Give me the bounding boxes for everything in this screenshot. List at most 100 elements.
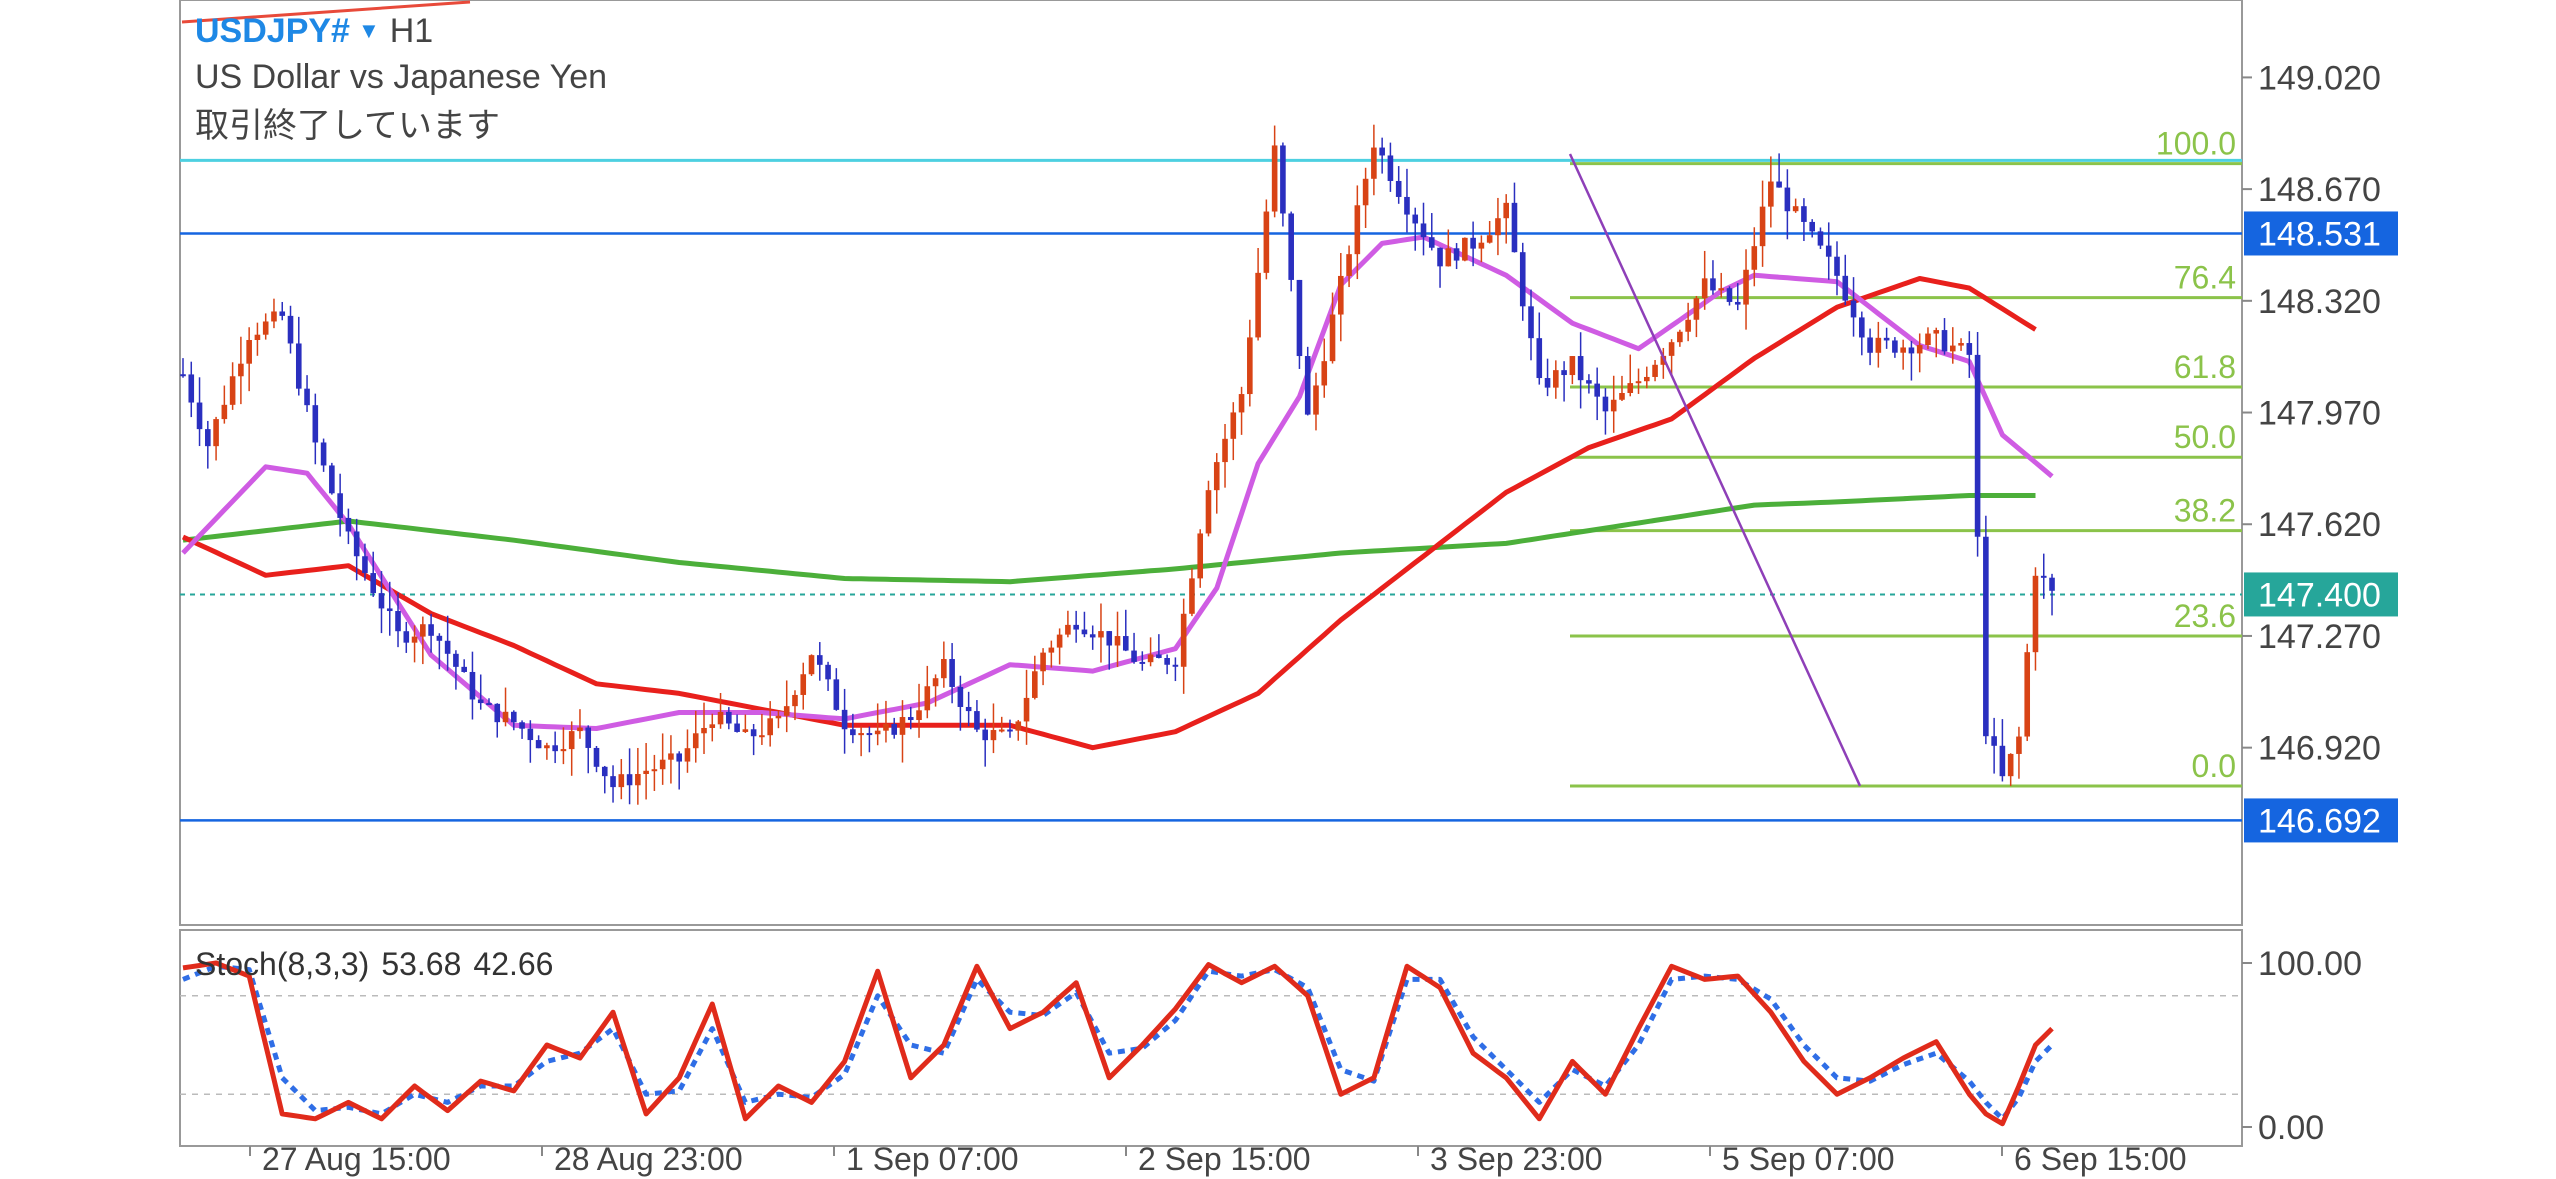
candle-body	[1056, 634, 1063, 648]
candle-body	[907, 717, 914, 721]
candle-body	[1495, 218, 1501, 236]
candle-body	[1792, 206, 1799, 212]
candle-body	[618, 774, 625, 788]
candle-body	[1925, 333, 1931, 346]
stochastic-lines	[182, 960, 2054, 1127]
candle-body	[1850, 300, 1857, 318]
candle-body	[1635, 381, 1642, 384]
stoch-name: Stoch(8,3,3)	[195, 946, 370, 982]
price-tag-upper_level	[2244, 211, 2398, 256]
candle-body	[1503, 202, 1509, 219]
fib-label-0.0: 0.0	[2192, 748, 2236, 784]
candle-body	[1941, 330, 1948, 352]
stoch-signal-value: 42.66	[473, 946, 554, 982]
trend-line[interactable]	[1568, 153, 1862, 787]
candle-body	[775, 715, 782, 719]
candle-body	[1131, 650, 1137, 662]
candle-body	[932, 678, 939, 687]
candle-body	[850, 729, 856, 736]
candle-body	[767, 718, 773, 736]
candle-body	[1462, 237, 1468, 261]
candle-body	[370, 573, 377, 594]
candle-body	[511, 711, 517, 723]
candle-body	[403, 631, 410, 643]
candle-body	[635, 774, 641, 786]
symbol-header[interactable]: USDJPY# ▼ H1	[195, 12, 433, 51]
candle-body	[1908, 347, 1915, 354]
candle-body	[610, 776, 616, 788]
candle-body	[1280, 145, 1286, 214]
candle-body	[1809, 221, 1815, 232]
candle-body	[1933, 330, 1940, 334]
price-tag-label-upper_level: 148.531	[2258, 215, 2381, 253]
candle-body	[1412, 214, 1419, 224]
price-tick-label: 146.920	[2258, 730, 2381, 768]
candle-body	[1652, 364, 1658, 377]
candle-body	[395, 611, 401, 632]
candle-body	[1586, 380, 1592, 384]
time-tick-label: 1 Sep 07:00	[846, 1141, 1019, 1177]
candle-body	[362, 556, 368, 574]
candle-body	[486, 703, 492, 706]
time-axis: 27 Aug 15:00 28 Aug 23:00 1 Sep 07:00 2 Sep…	[249, 1141, 2187, 1177]
candle-body	[965, 706, 972, 712]
candle-body	[560, 749, 567, 752]
candle-body	[502, 711, 509, 723]
candle-body	[1098, 631, 1104, 638]
candle-body	[957, 686, 964, 707]
dropdown-triangle-icon[interactable]: ▼	[357, 18, 380, 43]
candle-body	[1801, 206, 1807, 222]
fibonacci-retracement[interactable]: 100.0 76.4 61.8 50.0 38.2 23.6 0.0	[1570, 126, 2242, 788]
candle-body	[1668, 342, 1675, 356]
candle-body	[783, 706, 790, 716]
candle-body	[378, 593, 385, 609]
stoch-main-value: 53.68	[381, 946, 462, 982]
candle-body	[626, 774, 633, 786]
candle-body	[1263, 211, 1270, 273]
candle-body	[519, 722, 525, 729]
candle-body	[205, 429, 211, 447]
candle-body	[1032, 671, 1038, 698]
candle-body	[825, 664, 831, 680]
candle-body	[420, 624, 426, 637]
timeframe-label[interactable]: H1	[389, 12, 434, 50]
main-panel-frame	[179, 0, 2243, 926]
candle-body	[2049, 577, 2055, 591]
candle-body	[1916, 345, 1923, 354]
candle-body	[386, 608, 393, 612]
candle-body	[1594, 383, 1600, 397]
candle-body	[916, 710, 922, 721]
candle-body	[577, 727, 583, 732]
candle-body	[1338, 275, 1344, 315]
candle-body	[816, 655, 823, 665]
candle-body	[899, 717, 906, 735]
candle-body	[1991, 736, 1997, 746]
candle-body	[1189, 578, 1195, 614]
candle-body	[312, 405, 319, 443]
candle-body	[1519, 252, 1526, 307]
candle-body	[1238, 394, 1245, 413]
candle-body	[982, 729, 988, 741]
candle-body	[800, 674, 807, 695]
fib-label-50.0: 50.0	[2174, 419, 2236, 455]
candle-body	[866, 733, 873, 736]
price-tag-lower_level	[2244, 798, 2398, 843]
candle-body	[833, 679, 840, 710]
candle-body	[1371, 147, 1377, 179]
candle-body	[271, 311, 277, 322]
candle-body	[1048, 647, 1055, 653]
price-axis: 149.020 148.670 148.320 147.970 147.620 147.2…	[2242, 59, 2381, 768]
candle-body	[808, 655, 815, 675]
ma-red-line	[181, 276, 2037, 751]
market-status: 取引終了しています	[195, 107, 500, 145]
candle-body	[428, 624, 434, 636]
symbol-name[interactable]: USDJPY#	[195, 12, 350, 50]
price-tick-label: 148.320	[2258, 283, 2381, 321]
candle-body	[279, 311, 286, 316]
candle-body	[535, 740, 542, 749]
candle-body	[692, 733, 699, 749]
candle-body	[1147, 654, 1154, 663]
candle-body	[246, 340, 252, 364]
candle-body	[1759, 206, 1766, 247]
